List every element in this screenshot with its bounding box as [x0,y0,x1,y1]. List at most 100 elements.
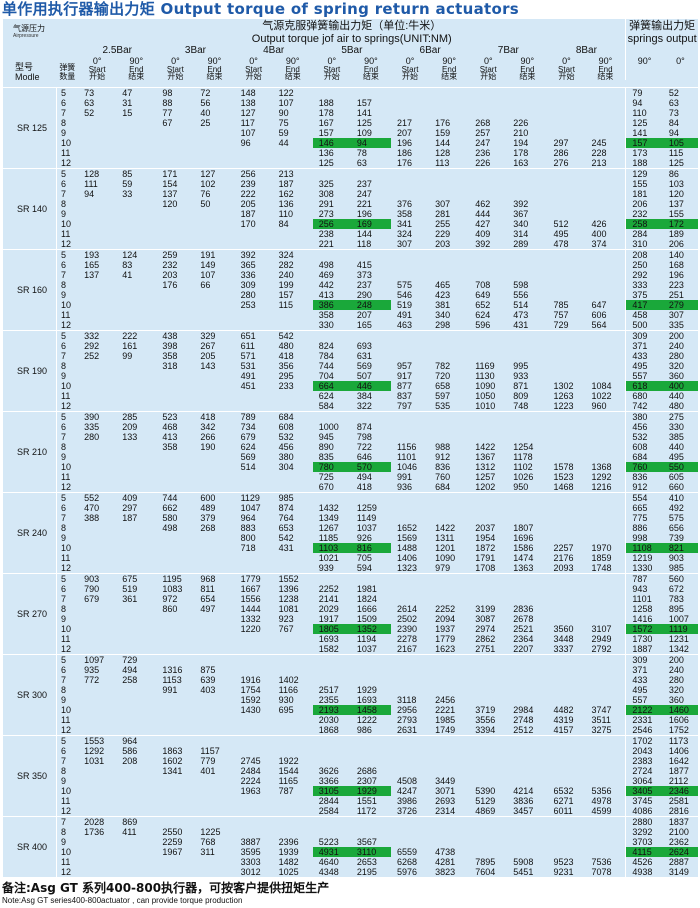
angle-row: 型号 Modle 弹簧数量 0° 90° 0° 90° 0° 90° 0° 90° 0° 90° 0… [3,56,698,82]
torque-value [156,209,194,219]
torque-value [391,341,429,351]
torque-value: 4214 [513,786,534,796]
spring-count: 12 [61,644,72,654]
torque-value [78,837,116,847]
torque-value: 213 [591,158,607,168]
spring-count: 7 [61,756,67,766]
torque-value: 532 [625,432,663,442]
torque-value: 138 [240,98,256,108]
torque-value [312,735,351,746]
spring-count: 11 [61,634,71,644]
torque-value: 205 [200,351,216,361]
torque-value: 1220 [240,624,261,634]
torque-value: 1259 [356,503,377,513]
table-row: SR 125 5 73 47 98 72 148 122 79 52 [3,87,698,169]
torque-value: 297 [122,503,138,513]
torque-value [469,108,507,118]
spring-count: 10 [61,543,72,553]
torque-value [78,401,116,412]
torque-value [586,533,626,543]
angle-label: 0° [327,56,337,66]
torque-value: 75 [278,118,289,128]
torque-value [429,330,470,341]
torque-value: 2396 [278,837,299,847]
airpressure-header: 气源压力 Airpressure [3,19,78,45]
torque-value [78,482,116,493]
torque-value: 1037 [356,523,377,533]
model-name: SR 140 [3,168,58,250]
torque-value [586,503,626,513]
torque-value: 1929 [350,786,391,796]
torque-value [547,432,585,442]
torque-value [391,594,429,604]
torque-value: 392 [513,199,529,209]
angle-label: 90° [364,56,378,66]
torque-value [78,128,116,138]
torque-value: 2887 [668,857,689,867]
table-row: 12 584 322 797 535 1010 748 1223 960 742 480 [3,401,698,412]
torque-value: 102 [200,179,216,189]
torque-value: 1172 [356,806,377,816]
torque-value: 2581 [668,796,689,806]
torque-value: 187 [240,209,256,219]
torque-value: 3366 [318,776,339,786]
table-row: 7 252 99 358 205 571 418 784 631 433 280 [3,351,698,361]
torque-value: 107 [278,98,294,108]
torque-value: 1458 [350,705,391,715]
torque-value: 3887 [240,837,261,847]
torque-value: 157 [356,98,372,108]
torque-value [351,746,391,756]
torque-value: 2100 [668,827,689,837]
torque-value: 1985 [435,715,456,725]
torque-value: 2093 [553,563,574,573]
torque-value [78,381,116,391]
torque-value [78,685,116,695]
torque-value: 2521 [513,624,534,634]
torque-value: 1652 [397,523,418,533]
torque-value: 2880 [625,816,663,827]
torque-value: 1363 [513,563,534,573]
torque-value [469,827,507,837]
torque-value: 256 [234,168,273,179]
torque-value [194,796,234,806]
torque-value [469,503,507,513]
torque-value: 2364 [513,634,534,644]
torque-value: 149 [200,260,216,270]
torque-value: 2751 [475,644,496,654]
torque-value [194,472,234,482]
torque-value [194,705,234,715]
torque-value [156,776,194,786]
torque-value [156,857,194,867]
torque-value: 1267 [318,523,339,533]
torque-value: 1666 [356,604,377,614]
torque-value: 1406 [668,746,689,756]
torque-value [116,442,156,452]
torque-value: 693 [356,341,372,351]
torque-value [78,553,116,563]
note-cn: 备注:Asg GT 系列400-800执行器，可按客户提供扭矩生产 [2,881,330,895]
torque-value: 1460 [662,705,698,715]
torque-value: 2030 [318,715,339,725]
spring-count: 12 [61,320,72,330]
torque-value: 1021 [318,553,339,563]
torque-value [350,168,391,179]
torque-value: 986 [356,725,372,735]
torque-value: 519 [122,584,138,594]
torque-value [507,168,548,179]
torque-value: 586 [122,746,138,756]
torque-value: 2355 [318,695,339,705]
torque-value: 734 [240,422,256,432]
torque-value: 280 [668,675,684,685]
torque-value [78,715,116,725]
torque-value: 2278 [397,634,418,644]
torque-value [429,432,469,442]
torque-value [586,847,626,857]
torque-value: 606 [591,310,607,320]
torque-value: 653 [278,523,294,533]
angle-label: 0° [171,56,180,66]
torque-value: 569 [356,361,372,371]
torque-value [391,87,430,98]
torque-value [194,786,234,796]
torque-value: 494 [122,665,138,675]
torque-value [235,148,273,158]
